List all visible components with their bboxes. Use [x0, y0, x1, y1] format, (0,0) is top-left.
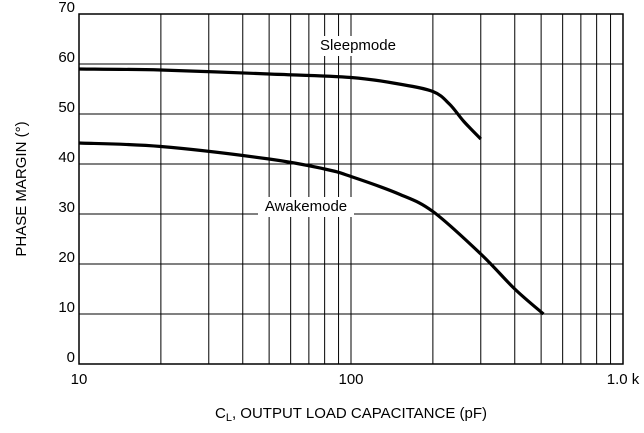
y-tick-label: 70 — [58, 0, 75, 16]
y-tick-label: 20 — [58, 249, 75, 266]
y-tick-label: 30 — [58, 199, 75, 216]
series-label-bg — [258, 197, 354, 217]
x-axis-label-main: C — [215, 405, 226, 422]
series-line — [78, 141, 545, 316]
x-tick-label: 1.0 k — [607, 371, 640, 388]
y-axis-label: PHASE MARGIN (°) — [13, 121, 30, 256]
series-line — [78, 67, 482, 141]
series-label: Awakemode — [265, 198, 347, 215]
series-label: Sleepmode — [320, 37, 396, 54]
y-tick-label: 10 — [58, 299, 75, 316]
series-label-bg — [310, 36, 406, 56]
x-tick-label: 100 — [338, 371, 363, 388]
x-axis-label: CL, OUTPUT LOAD CAPACITANCE (pF) — [215, 405, 487, 424]
plot-frame — [78, 13, 624, 365]
x-tick-label: 10 — [71, 371, 88, 388]
y-tick-label: 40 — [58, 149, 75, 166]
x-axis-label-rest: , OUTPUT LOAD CAPACITANCE (pF) — [232, 405, 487, 422]
y-tick-label: 50 — [58, 99, 75, 116]
x-axis-label-sub: L — [226, 412, 232, 424]
y-tick-label: 60 — [58, 49, 75, 66]
y-tick-label: 0 — [67, 349, 75, 366]
